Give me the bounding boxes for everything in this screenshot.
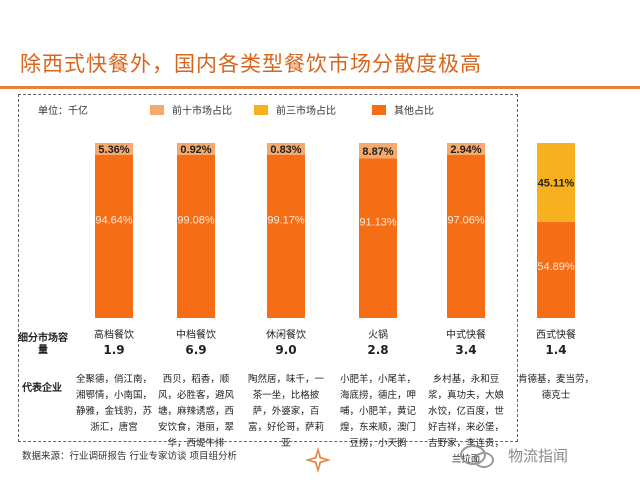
category-label: 火锅 xyxy=(368,330,388,341)
bar-segment-other xyxy=(177,155,215,318)
data-label-top: 0.92% xyxy=(180,144,211,156)
market-size-value: 1.9 xyxy=(103,343,125,357)
page-title: 除西式快餐外，国内各类型餐饮市场分散度极高 xyxy=(20,52,482,76)
data-label-top: 0.83% xyxy=(270,144,301,156)
legend-label: 前十市场占比 xyxy=(172,106,232,117)
data-label-top: 2.94% xyxy=(450,144,481,156)
brand-logo-icon xyxy=(304,446,332,478)
representative-brands: 全聚德，俏江南，湘鄂情，小南国，静雅，金钱豹，苏浙汇，唐宫 xyxy=(75,374,152,433)
market-size-value: 3.4 xyxy=(455,343,477,357)
legend-label: 前三市场占比 xyxy=(276,106,336,117)
representative-brands: 小肥羊，小尾羊，海底捞，德庄，呷哺，小肥羊，黄记煌，东来顺，澳门豆捞，小天鹅 xyxy=(339,374,416,449)
category-label: 中档餐饮 xyxy=(176,330,216,341)
data-label-top: 45.11% xyxy=(538,177,575,189)
legend-item-top3: 前三市场占比 xyxy=(254,102,336,117)
source-note: 数据来源：行业调研报告 行业专家访谈 项目组分析 xyxy=(22,451,238,462)
bar-segment-other xyxy=(95,155,133,318)
category-label: 高档餐饮 xyxy=(94,330,134,341)
bar-segment-top xyxy=(267,143,305,155)
unit-label: 单位：千亿 xyxy=(38,106,88,117)
bar-segment-other xyxy=(447,155,485,318)
representative-brands: 肯德基，麦当劳，德克士 xyxy=(517,374,594,401)
category-label: 西式快餐 xyxy=(536,330,576,341)
bar-segment-top xyxy=(177,143,215,155)
chat-bubble-small-icon xyxy=(474,452,494,468)
bar-segment-top xyxy=(447,143,485,155)
bar-segment-other xyxy=(537,221,575,318)
data-label-other: 99.17% xyxy=(267,214,305,226)
data-label-top: 5.36% xyxy=(98,144,129,156)
data-label-other: 94.64% xyxy=(95,214,133,226)
legend-label: 其他占比 xyxy=(394,106,434,117)
market-size-value: 2.8 xyxy=(367,343,389,357)
category-label: 中式快餐 xyxy=(446,330,486,341)
representative-brands: 西贝，稻香，顺风，必胜客，避风塘，麻辣诱惑，西安饮食，港丽，翠华，西堤牛排 xyxy=(157,374,234,449)
data-label-other: 91.13% xyxy=(359,217,397,229)
bar-segment-top xyxy=(359,143,397,159)
watermark-text: 物流指闻 xyxy=(508,446,569,465)
watermark: 物流指闻 xyxy=(460,442,568,468)
legend-item-top10: 前十市场占比 xyxy=(150,102,232,117)
data-label-other: 97.06% xyxy=(447,214,485,226)
bar-segment-top xyxy=(95,143,133,155)
market-size-value: 9.0 xyxy=(275,343,297,357)
category-label: 休闲餐饮 xyxy=(266,330,306,341)
representative-brands: 陶然居，味千，一茶一坐，比格披萨，外婆家，百富，好伦哥，萨莉亚 xyxy=(247,374,324,449)
bar-segment-other xyxy=(359,158,397,318)
legend-item-other: 其他占比 xyxy=(372,102,434,117)
data-label-other: 54.89% xyxy=(537,261,575,273)
row-label-market-size: 细分市场容量 xyxy=(18,333,68,356)
legend-swatch xyxy=(254,104,268,115)
data-label-other: 99.08% xyxy=(177,214,215,226)
title-rule xyxy=(0,86,640,89)
market-size-value: 6.9 xyxy=(185,343,207,357)
row-label-brands: 代表企业 xyxy=(22,383,62,394)
bar-segment-other xyxy=(267,155,305,318)
legend-swatch xyxy=(372,104,386,115)
bar-segment-top xyxy=(537,143,575,222)
market-size-value: 1.4 xyxy=(545,343,567,357)
data-label-top: 8.87% xyxy=(362,146,393,158)
legend-swatch xyxy=(150,104,164,115)
dashed-group-box xyxy=(18,94,518,442)
